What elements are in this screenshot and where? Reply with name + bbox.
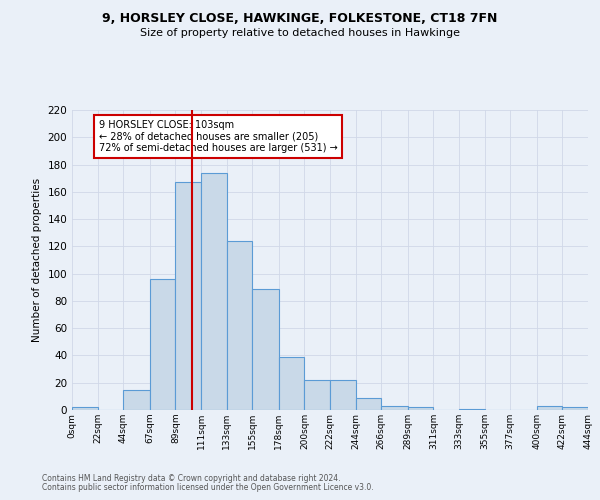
Text: 9 HORSLEY CLOSE: 103sqm
← 28% of detached houses are smaller (205)
72% of semi-d: 9 HORSLEY CLOSE: 103sqm ← 28% of detache…: [99, 120, 337, 152]
Text: Contains public sector information licensed under the Open Government Licence v3: Contains public sector information licen…: [42, 483, 374, 492]
Bar: [356, 398, 381, 410]
Bar: [150, 279, 175, 410]
Bar: [201, 172, 227, 410]
Bar: [381, 406, 408, 410]
Bar: [227, 241, 252, 410]
Bar: [408, 408, 433, 410]
Bar: [562, 408, 588, 410]
Bar: [252, 288, 279, 410]
Bar: [537, 406, 562, 410]
Text: Size of property relative to detached houses in Hawkinge: Size of property relative to detached ho…: [140, 28, 460, 38]
Bar: [175, 182, 201, 410]
Bar: [279, 357, 304, 410]
Y-axis label: Number of detached properties: Number of detached properties: [32, 178, 42, 342]
Bar: [123, 390, 150, 410]
Bar: [330, 380, 356, 410]
Bar: [459, 408, 485, 410]
Bar: [304, 380, 330, 410]
Text: 9, HORSLEY CLOSE, HAWKINGE, FOLKESTONE, CT18 7FN: 9, HORSLEY CLOSE, HAWKINGE, FOLKESTONE, …: [103, 12, 497, 26]
Bar: [72, 408, 98, 410]
Text: Contains HM Land Registry data © Crown copyright and database right 2024.: Contains HM Land Registry data © Crown c…: [42, 474, 341, 483]
